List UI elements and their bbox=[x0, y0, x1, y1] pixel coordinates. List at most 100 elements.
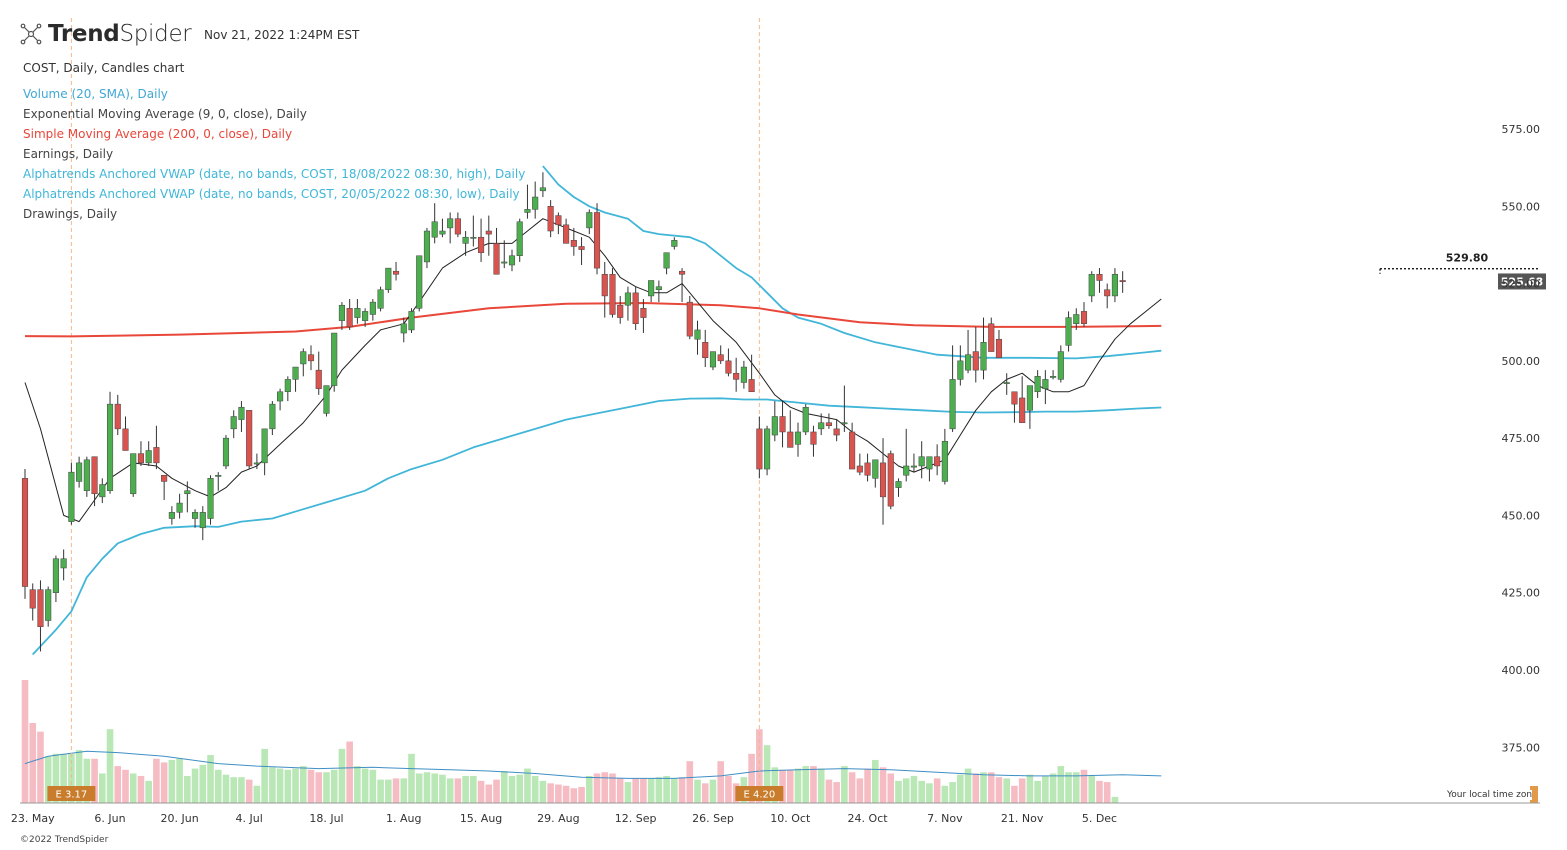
candle-body bbox=[277, 391, 284, 402]
volume-bar bbox=[686, 761, 694, 803]
x-tick-label: 6. Jun bbox=[94, 812, 125, 825]
volume-bar bbox=[1011, 785, 1018, 803]
candle-body bbox=[1057, 351, 1064, 380]
candle-body bbox=[740, 366, 747, 383]
candle-body bbox=[516, 221, 523, 256]
candle-body bbox=[864, 462, 871, 476]
volume-bar bbox=[1096, 780, 1103, 803]
y-tick-label: 575.00 bbox=[1502, 123, 1541, 136]
volume-bar bbox=[879, 767, 887, 803]
volume-bar bbox=[284, 769, 292, 803]
candle-body bbox=[903, 465, 910, 476]
volume-bar bbox=[230, 777, 238, 803]
volume-bar bbox=[531, 775, 539, 803]
candle-body bbox=[617, 304, 624, 318]
earnings-badge bbox=[47, 786, 96, 801]
candle-body bbox=[725, 360, 732, 374]
volume-bar bbox=[315, 772, 323, 803]
legend-earnings[interactable]: Earnings, Daily bbox=[23, 147, 114, 161]
candle-body bbox=[431, 221, 438, 238]
candle-body bbox=[161, 474, 168, 482]
volume-bar bbox=[864, 768, 871, 803]
volume-bar bbox=[933, 778, 941, 803]
vwap-low-line bbox=[32, 397, 1162, 656]
x-tick-label: 10. Oct bbox=[770, 812, 811, 825]
x-tick-label: 24. Oct bbox=[848, 812, 889, 825]
volume-bar bbox=[516, 774, 524, 803]
candle-body bbox=[949, 379, 956, 430]
volume-bar bbox=[562, 785, 570, 803]
volume-bar bbox=[709, 779, 717, 803]
volume-bar bbox=[369, 769, 377, 803]
volume-bar bbox=[431, 773, 438, 803]
volume-bar bbox=[1042, 775, 1049, 803]
legend-sma200[interactable]: Simple Moving Average (200, 0, close), D… bbox=[23, 127, 293, 141]
volume-bar bbox=[307, 769, 315, 803]
price-labels: 529.80 525.68 bbox=[1379, 252, 1546, 290]
candle-body bbox=[338, 304, 345, 321]
legend-ema[interactable]: Exponential Moving Average (9, 0, close)… bbox=[23, 107, 307, 121]
candle-body bbox=[601, 274, 608, 297]
volume-bar bbox=[330, 769, 338, 803]
volume-bar bbox=[106, 729, 114, 803]
volume-bar bbox=[763, 745, 771, 803]
volume-bar bbox=[655, 777, 663, 803]
candle-body bbox=[29, 589, 36, 609]
candle-body bbox=[346, 308, 353, 328]
volume-bar bbox=[964, 768, 972, 803]
legend-drawings[interactable]: Drawings, Daily bbox=[23, 207, 118, 221]
volume-bar bbox=[361, 768, 369, 803]
candle-body bbox=[99, 484, 106, 498]
candle-body bbox=[756, 428, 763, 470]
y-tick-label: 400.00 bbox=[1502, 664, 1541, 677]
spider-logo-icon bbox=[20, 23, 42, 45]
candle-body bbox=[215, 474, 222, 477]
candle-body bbox=[416, 255, 423, 309]
volume-bar bbox=[555, 784, 562, 803]
volume-bar bbox=[624, 782, 632, 803]
volume-bar bbox=[377, 779, 384, 803]
candle-body bbox=[284, 379, 291, 393]
volume-bar bbox=[1026, 774, 1034, 803]
candle-body bbox=[222, 437, 230, 467]
volume-bar bbox=[802, 766, 810, 803]
volume-bar bbox=[408, 753, 415, 803]
candle-body bbox=[168, 512, 175, 519]
candle-body bbox=[1065, 317, 1072, 346]
volume-bar bbox=[214, 769, 222, 803]
legend-vwap-high[interactable]: Alphatrends Anchored VWAP (date, no band… bbox=[23, 167, 526, 181]
volume-bar bbox=[122, 769, 129, 803]
chart-title: COST, Daily, Candles chart bbox=[23, 61, 185, 75]
candle-body bbox=[106, 403, 114, 491]
candle-body bbox=[910, 465, 918, 468]
candle-body bbox=[192, 512, 199, 519]
candle-body bbox=[21, 478, 29, 587]
candle-body bbox=[593, 212, 601, 269]
volume-bar bbox=[207, 755, 214, 803]
candle-body bbox=[362, 311, 369, 321]
candle-body bbox=[1080, 311, 1088, 325]
volume-bar bbox=[848, 772, 856, 803]
volume-bar bbox=[926, 783, 933, 803]
volume-bar bbox=[338, 748, 346, 803]
volume-bar bbox=[276, 768, 284, 803]
x-axis: 23. May 6. Jun 20. Jun 4. Jul 18. Jul 1. Aug 1… bbox=[11, 802, 1540, 825]
volume-bar bbox=[1072, 772, 1080, 803]
x-tick-label: 15. Aug bbox=[460, 812, 502, 825]
earnings-label: E 4.20 bbox=[743, 790, 775, 801]
candle-body bbox=[369, 301, 376, 315]
volume-bar bbox=[601, 772, 609, 803]
legend-vwap-low[interactable]: Alphatrends Anchored VWAP (date, no band… bbox=[23, 187, 520, 201]
candle-body bbox=[733, 372, 740, 380]
legend-volume-sma[interactable]: Volume (20, SMA), Daily bbox=[23, 87, 168, 101]
candle-body bbox=[454, 218, 461, 235]
volume-bar bbox=[1057, 766, 1065, 803]
candle-body bbox=[207, 478, 214, 519]
candle-body bbox=[1088, 274, 1095, 297]
volume-bar bbox=[957, 774, 964, 803]
candle-body bbox=[385, 267, 392, 291]
candle-body bbox=[771, 416, 778, 436]
indicator-lines bbox=[24, 165, 1162, 656]
volume-bar bbox=[37, 731, 44, 803]
